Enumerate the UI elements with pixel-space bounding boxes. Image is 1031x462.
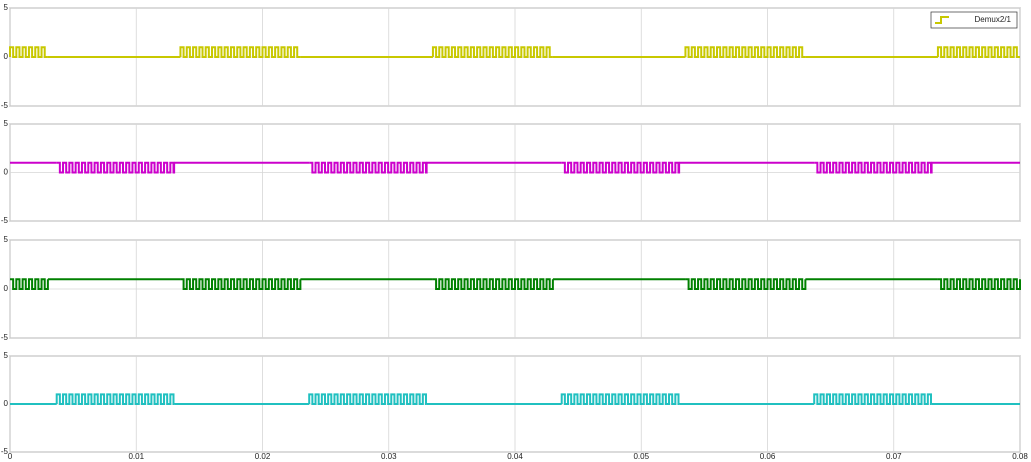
pulse-burst <box>684 46 806 58</box>
y-tick-label: 0 <box>4 399 9 408</box>
pulse-burst <box>308 393 427 405</box>
waveform <box>10 161 1020 174</box>
legend-box <box>930 11 1018 29</box>
y-tick-label: -5 <box>1 216 9 225</box>
pulse-burst <box>937 278 1021 290</box>
y-tick-label: -5 <box>1 101 9 110</box>
pulse-burst <box>936 46 1020 58</box>
pulse-burst <box>561 161 681 174</box>
pulse-burst <box>10 278 49 290</box>
x-tick-label: 0.01 <box>128 452 144 461</box>
pulse-burst <box>432 278 554 290</box>
y-tick-label: 5 <box>4 351 9 360</box>
legend-label: Demux2/1 <box>975 15 1012 24</box>
x-tick-label: 0 <box>8 452 13 461</box>
waveform <box>10 278 1021 290</box>
x-tick-label: 0.04 <box>507 452 523 461</box>
y-tick-label: 0 <box>4 284 9 293</box>
waveform <box>9 46 1020 58</box>
pulse-burst <box>560 393 680 405</box>
x-tick-label: 0.08 <box>1012 452 1028 461</box>
pulse-burst <box>179 46 301 58</box>
x-tick-label: 0.02 <box>255 452 271 461</box>
pulse-burst <box>431 46 553 58</box>
y-tick-label: 5 <box>4 235 9 244</box>
pulse-burst <box>309 161 428 174</box>
y-tick-label: 5 <box>4 3 9 12</box>
y-tick-label: 0 <box>4 52 9 61</box>
x-tick-label: 0.06 <box>760 452 776 461</box>
pulse-burst <box>814 161 933 174</box>
y-tick-label: -5 <box>1 333 9 342</box>
x-tick-label: 0.03 <box>381 452 397 461</box>
pulse-burst <box>685 278 807 290</box>
x-tick-label: 0.07 <box>886 452 902 461</box>
y-tick-label: 0 <box>4 168 9 177</box>
pulse-burst <box>56 161 176 174</box>
pulse-burst <box>180 278 302 290</box>
legend-swatch <box>935 16 949 24</box>
y-tick-label: 5 <box>4 119 9 128</box>
y-tick-label: -5 <box>1 447 9 456</box>
x-tick-label: 0.05 <box>633 452 649 461</box>
waveform <box>10 393 1020 405</box>
pulse-burst <box>55 393 175 405</box>
pulse-burst <box>813 393 932 405</box>
pulse-burst <box>9 46 48 58</box>
